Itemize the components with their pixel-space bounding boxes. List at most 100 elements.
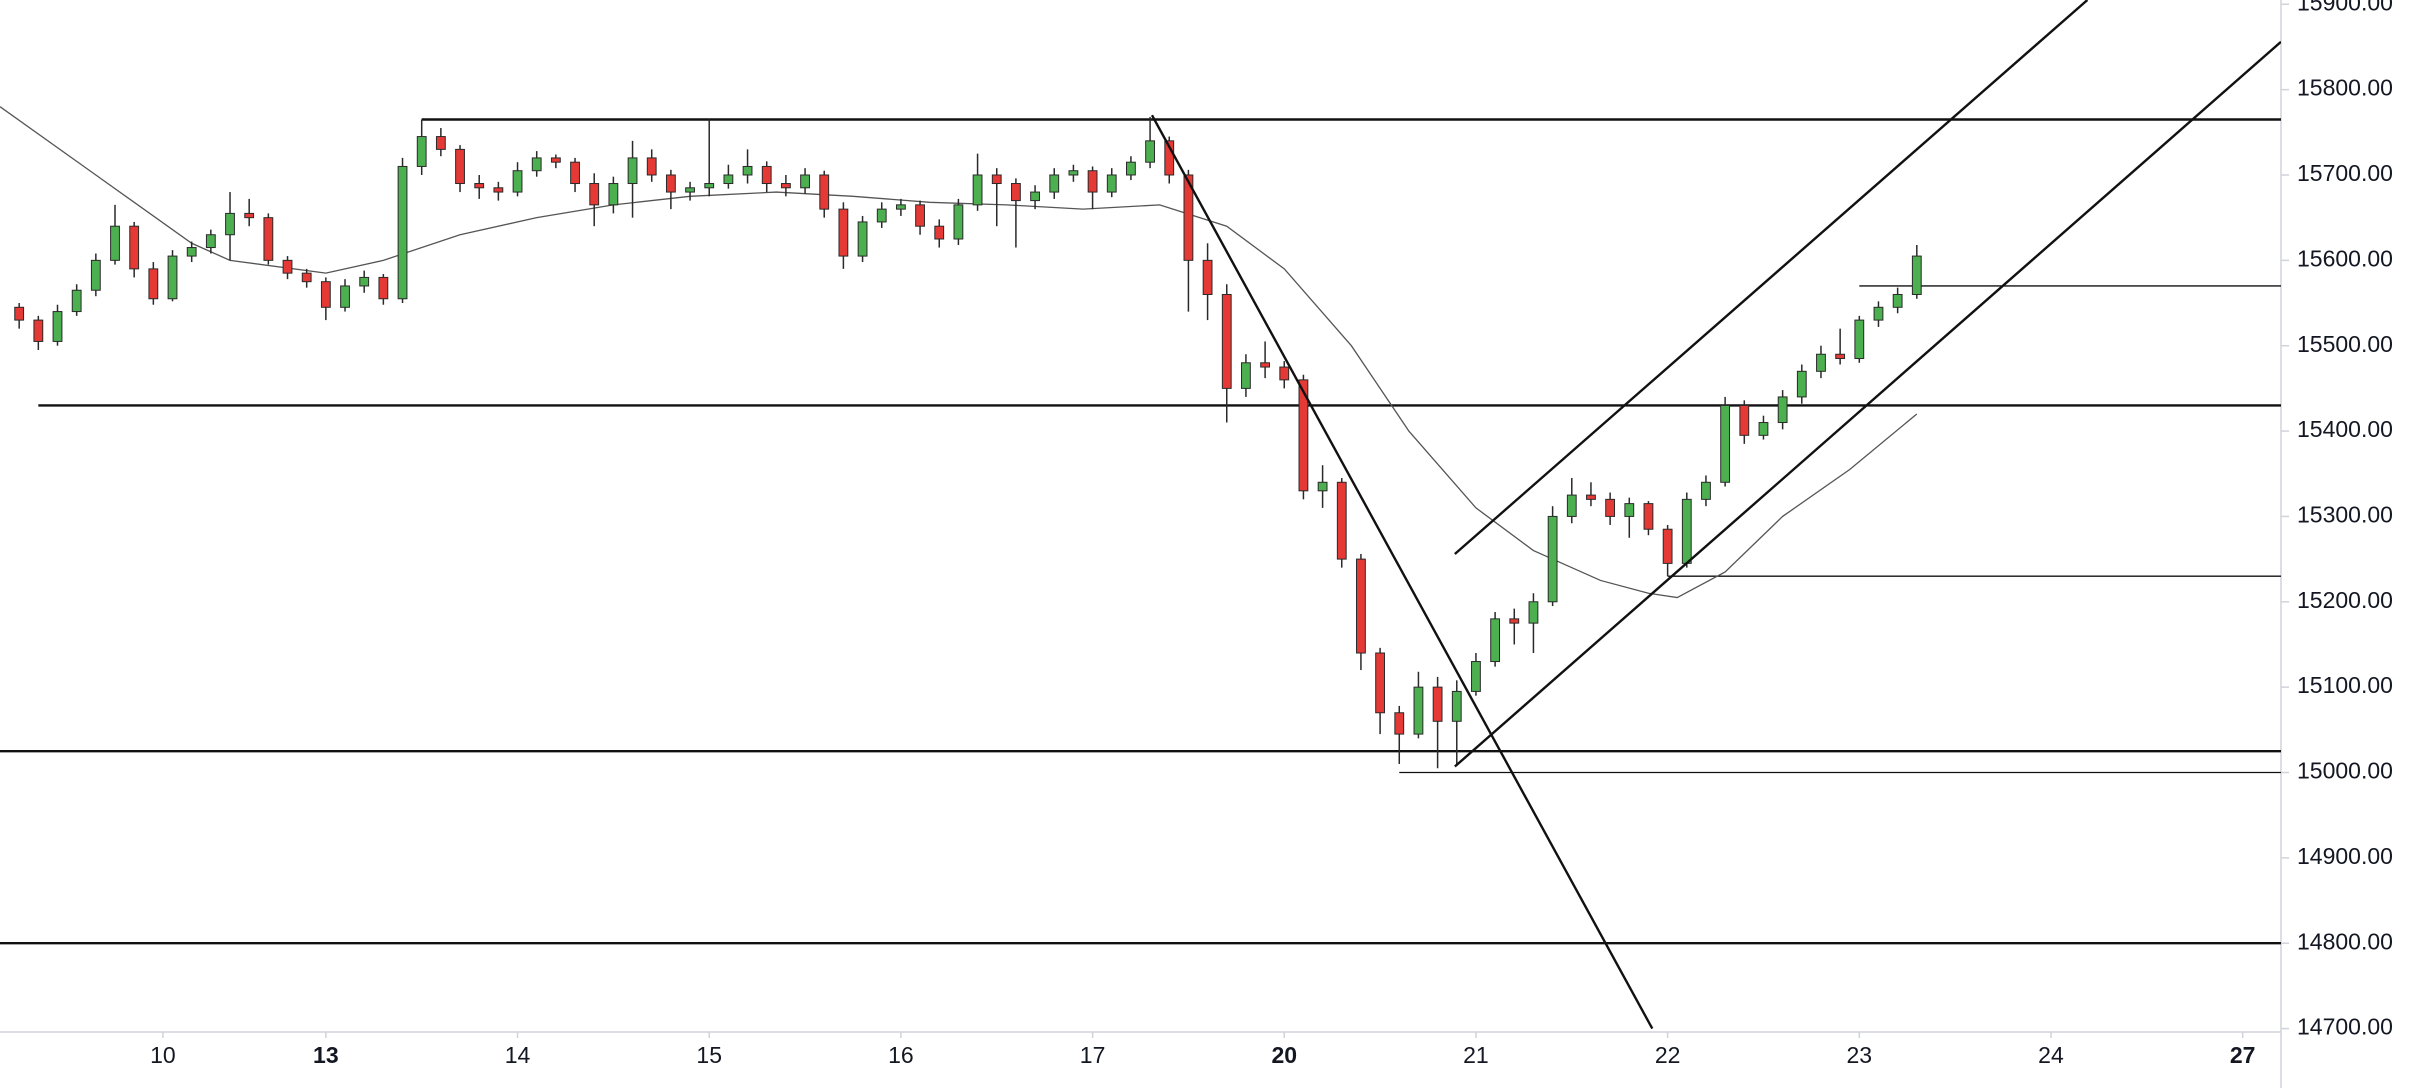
- y-tick-label: 15600.00: [2297, 245, 2393, 271]
- candle-body: [857, 221, 868, 257]
- candle-body: [1566, 494, 1577, 517]
- candle-body: [148, 268, 159, 300]
- candle-body: [1547, 515, 1558, 603]
- candle-body: [1087, 170, 1098, 193]
- candle-body: [1471, 661, 1481, 692]
- candle-body: [1298, 379, 1309, 492]
- candle-body: [1796, 370, 1807, 398]
- y-tick-label: 15400.00: [2297, 416, 2393, 442]
- candle-body: [627, 157, 638, 185]
- candle-body: [876, 208, 887, 223]
- candle-body: [1854, 319, 1865, 360]
- candle-body: [1586, 494, 1596, 500]
- x-tick-label: 13: [313, 1042, 339, 1068]
- candle-body: [1739, 404, 1750, 436]
- candle-body: [71, 289, 82, 313]
- candle-body: [646, 157, 657, 176]
- candle-body: [244, 212, 255, 219]
- candle-body: [282, 259, 293, 274]
- y-tick-label: 15900.00: [2297, 0, 2393, 15]
- candle-body: [761, 165, 772, 185]
- candle-body: [397, 165, 408, 300]
- x-tick-label: 22: [1655, 1042, 1681, 1068]
- candle-body: [895, 204, 906, 210]
- y-tick-label: 15000.00: [2297, 758, 2393, 784]
- candle-body: [52, 311, 63, 342]
- x-tick-label: 10: [150, 1042, 176, 1068]
- x-tick-label: 20: [1271, 1042, 1297, 1068]
- y-tick-label: 15200.00: [2297, 587, 2393, 613]
- y-tick-label: 15100.00: [2297, 672, 2393, 698]
- candle-body: [838, 208, 849, 257]
- candle-body: [1221, 293, 1232, 389]
- candle-body: [263, 217, 274, 261]
- candle-body: [340, 285, 350, 308]
- moving-average: [0, 106, 1918, 599]
- candle-body: [33, 319, 44, 342]
- candle-body: [14, 306, 25, 321]
- candle-body: [1451, 690, 1462, 722]
- x-tick-label: 23: [1847, 1042, 1873, 1068]
- x-tick-label: 17: [1080, 1042, 1106, 1068]
- candle-body: [550, 157, 561, 163]
- candle-body: [1701, 481, 1711, 500]
- y-tick-label: 15800.00: [2297, 75, 2393, 101]
- candle-body: [455, 148, 465, 185]
- candle-body: [1145, 140, 1155, 163]
- candle-body: [1490, 618, 1501, 663]
- x-tick-label: 27: [2230, 1042, 2256, 1068]
- candle-body: [435, 136, 446, 150]
- candle-body: [742, 165, 753, 176]
- y-tick-label: 14900.00: [2297, 843, 2393, 869]
- candle-body: [1662, 528, 1673, 564]
- y-tick-label: 15300.00: [2297, 502, 2393, 528]
- candle-body: [1317, 481, 1328, 492]
- candle-body: [723, 174, 734, 185]
- y-tick-label: 15700.00: [2297, 160, 2393, 186]
- candle-body: [186, 247, 197, 257]
- candle-body: [1068, 170, 1079, 176]
- candle-body: [225, 212, 235, 236]
- candle-body: [1413, 686, 1424, 735]
- candle-body: [301, 272, 312, 283]
- x-tick-label: 14: [505, 1042, 531, 1068]
- candle-body: [934, 225, 945, 240]
- candle-body: [589, 183, 600, 206]
- candle-body: [1183, 174, 1194, 261]
- y-tick-label: 14800.00: [2297, 928, 2393, 954]
- candle-body: [1260, 362, 1271, 368]
- candle-body: [1279, 366, 1290, 381]
- candle-body: [493, 187, 504, 193]
- candle-body: [1126, 161, 1136, 176]
- candle-body: [378, 276, 389, 300]
- candle-body: [685, 187, 695, 193]
- candle-body: [800, 174, 810, 189]
- candle-body: [915, 204, 925, 227]
- x-tick-label: 16: [888, 1042, 914, 1068]
- y-tick-label: 14700.00: [2297, 1014, 2393, 1040]
- candle-body: [972, 174, 983, 206]
- candle-body: [1202, 259, 1213, 295]
- candle-body: [1605, 498, 1616, 517]
- candle-body: [819, 174, 830, 210]
- candle-body: [608, 183, 619, 206]
- candle-body: [205, 234, 216, 249]
- candle-body: [1164, 140, 1175, 176]
- candle-body: [90, 259, 101, 291]
- candle-body: [1873, 306, 1884, 321]
- candle-body: [1528, 601, 1539, 624]
- candle-body: [1720, 404, 1731, 483]
- candle-body: [512, 170, 523, 193]
- candle-body: [320, 281, 331, 308]
- candle-body: [1010, 183, 1021, 202]
- candle-body: [704, 183, 715, 189]
- candle-body: [1241, 362, 1251, 389]
- candle-body: [991, 174, 1002, 185]
- candle-body: [531, 157, 542, 172]
- candle-body: [570, 161, 580, 185]
- candle-body: [1681, 498, 1692, 564]
- candle-body: [1777, 396, 1788, 424]
- candle-body: [416, 136, 427, 167]
- candle-body: [1816, 353, 1826, 372]
